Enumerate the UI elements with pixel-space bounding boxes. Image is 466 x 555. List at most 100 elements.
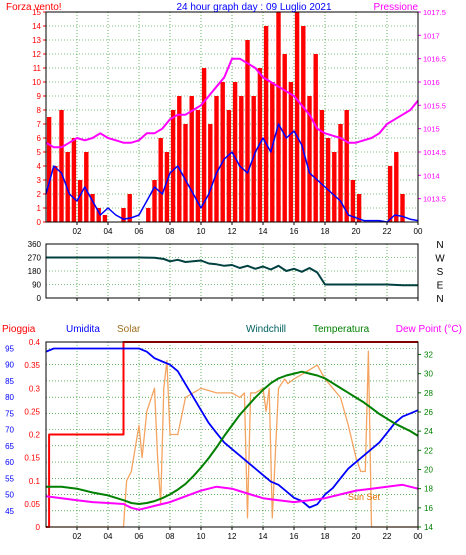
temp-ytick-label: 22 [424, 446, 433, 455]
wind-ytick-label: 3 [37, 176, 42, 185]
rain-ytick-label: 0.15 [24, 454, 40, 463]
wind-ytick-label: 2 [37, 190, 42, 199]
dewpoint-line [45, 483, 419, 511]
pressure-ytick-label: 1014.5 [423, 148, 446, 157]
rain-ytick-label: 0.05 [24, 500, 40, 509]
wind-gust-bar [71, 138, 77, 222]
rain-ytick-label: 0.2 [29, 431, 41, 440]
wind-gust-bar [90, 194, 95, 222]
wind-axis-label: Forza vento! [6, 2, 62, 13]
wind-gust-bar [313, 54, 318, 222]
wind-direction-line [46, 256, 418, 287]
wind-gust-bar [46, 117, 52, 222]
humidity-ytick-label: 85 [5, 377, 14, 386]
wind-gust-bar [263, 26, 269, 222]
temp-ytick-label: 18 [424, 485, 433, 494]
wind-gust-bar [183, 124, 188, 222]
pressure-axis-label: Pressione [374, 2, 419, 13]
wind-gust-bar [152, 180, 157, 222]
top-xtick-label: 10 [197, 227, 206, 236]
wind-gust-bar [121, 208, 126, 222]
pressure-line [45, 57, 419, 149]
wind-gust-bar [276, 12, 281, 222]
pressure-ytick-label: 1013.5 [423, 195, 446, 204]
wind-gust-bar [158, 138, 163, 222]
direction-ytick-label: 0 [37, 294, 42, 303]
bot-xtick-label: 04 [104, 532, 113, 541]
wind-ytick-label: 4 [37, 162, 42, 171]
humidity-ytick-label: 90 [5, 361, 14, 370]
rain-ytick-label: 0.25 [24, 407, 40, 416]
wind-gust-bar [319, 110, 325, 222]
humidity-ytick-label: 65 [5, 442, 14, 451]
bot-xtick-label: 18 [321, 532, 330, 541]
humidity-ytick-label: 95 [5, 344, 14, 353]
direction-ytick-label: 180 [28, 267, 42, 276]
wind-gust-bar [65, 152, 70, 222]
wind-gust-bar [288, 82, 294, 222]
humidity-ytick-label: 45 [5, 507, 14, 516]
bot-chart-frame [45, 341, 419, 528]
top-xtick-label: 00 [414, 227, 423, 236]
graph-title: 24 hour graph day : 09 Luglio 2021 [176, 2, 332, 13]
top-xtick-label: 14 [259, 227, 268, 236]
mid-chart-frame [45, 243, 419, 299]
humidity-line [45, 347, 419, 509]
pressure-ytick-label: 1016 [423, 78, 440, 87]
temp-ytick-label: 28 [424, 389, 433, 398]
wind-ytick-label: 0 [37, 218, 42, 227]
top-xtick-label: 16 [290, 227, 299, 236]
pressure-ytick-label: 1017.5 [423, 8, 446, 17]
windchill-label: Windchill [246, 324, 286, 335]
bot-xtick-label: 16 [290, 532, 299, 541]
wind-ytick-label: 7 [37, 120, 42, 129]
temperature-label: Temperatura [313, 324, 370, 335]
top-xtick-label: 12 [228, 227, 237, 236]
wind-gust-bar [282, 54, 287, 222]
compass-label: W [435, 254, 445, 265]
temp-ytick-label: 16 [424, 504, 433, 513]
rain-ytick-label: 0.1 [29, 477, 41, 486]
wind-gust-bar [208, 124, 213, 222]
wind-avg-line [45, 123, 419, 223]
temp-ytick-label: 32 [424, 350, 433, 359]
compass-label: N [436, 240, 443, 251]
wind-gust-bar [245, 40, 250, 222]
dewpoint-label: Dew Point (°C) [396, 324, 462, 335]
wind-gust-bar [102, 215, 108, 222]
top-chart-frame [45, 11, 419, 223]
wind-gust-bar [96, 208, 101, 222]
top-xtick-label: 08 [166, 227, 175, 236]
wind-gust-bar [146, 208, 151, 222]
rain-humidity-temp-chart: 02 04 06 08 10 12 14 16 18 20 22 00 45 50 55 60 65 70 75 80… [5, 338, 433, 541]
wind-ytick-label: 10 [32, 78, 41, 87]
wind-ytick-label: 9 [37, 92, 42, 101]
wind-gust-bar [344, 110, 349, 222]
wind-gust-bar [195, 110, 201, 222]
wind-gust-bar [350, 180, 356, 222]
wind-ytick-label: 5 [37, 148, 42, 157]
compass-label: E [437, 281, 444, 292]
rain-ytick-label: 0 [36, 523, 41, 532]
humidity-ytick-label: 70 [5, 426, 14, 435]
solar-line [46, 350, 418, 528]
temperature-line [46, 370, 419, 505]
wind-gust-bar [214, 96, 219, 222]
bot-xtick-label: 12 [228, 532, 237, 541]
rain-label: Pioggia [2, 324, 36, 335]
pressure-ytick-label: 1015 [423, 125, 440, 134]
wind-ytick-label: 6 [37, 134, 42, 143]
wind-gust-bar [177, 96, 182, 222]
wind-gust-bar [201, 68, 207, 222]
wind-gust-bar [239, 96, 244, 222]
wind-gust-bar [53, 166, 58, 222]
wind-ytick-label: 15 [32, 8, 41, 17]
bot-xtick-label: 22 [383, 532, 392, 541]
sun-set-annotation: Sun Set [348, 492, 381, 502]
top-xtick-label: 04 [104, 227, 113, 236]
pressure-ytick-label: 1016.5 [423, 55, 446, 64]
bot-xtick-label: 06 [135, 532, 144, 541]
wind-ytick-label: 11 [33, 64, 42, 73]
compass-label: N [436, 294, 443, 305]
bot-xtick-label: 20 [352, 532, 361, 541]
